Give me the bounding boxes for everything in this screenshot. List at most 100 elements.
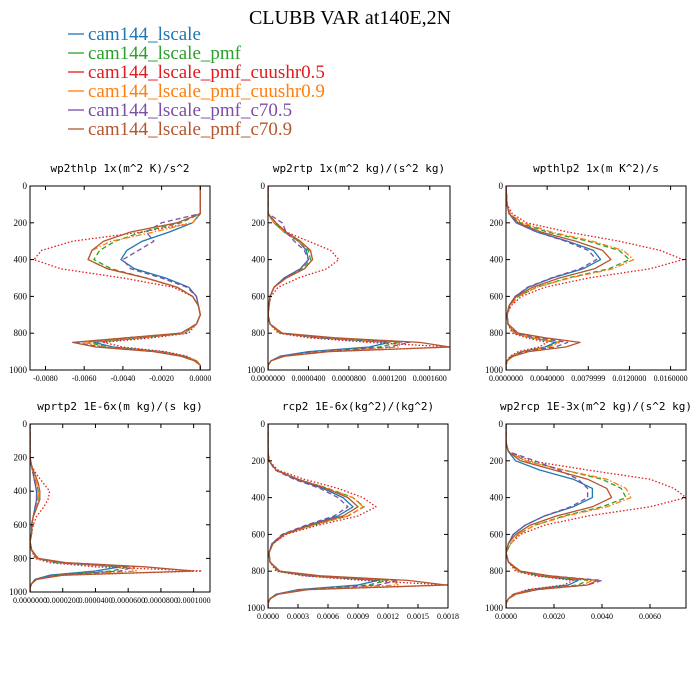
- xtick-label: 0.0040000: [530, 374, 564, 383]
- panel-title: wp2rcp 1E-3x(m^2 kg)/(s^2 kg): [500, 400, 692, 413]
- xtick-label: 0.0040: [591, 612, 613, 621]
- panel-title: wp2rtp 1x(m^2 kg)/(s^2 kg): [273, 162, 445, 175]
- xtick-label: 0.0015: [407, 612, 429, 621]
- ytick-label: 400: [252, 255, 266, 265]
- series-group: [506, 424, 686, 608]
- series-line-cam144_lscale_pmf_cuushr0.5: [33, 186, 201, 370]
- ytick-label: 1000: [9, 587, 28, 597]
- xtick-label: 0.0160000: [654, 374, 688, 383]
- series-line-cam144_lscale_pmf_c70.9: [506, 186, 612, 370]
- series-line-cam144_lscale_pmf_c70.9: [30, 424, 195, 592]
- ytick-label: 800: [490, 566, 504, 576]
- series-line-cam144_lscale_pmf_cuushr0.9: [506, 424, 632, 608]
- legend: cam144_lscalecam144_lscale_pmfcam144_lsc…: [68, 24, 325, 140]
- xtick-label: -0.0020: [149, 374, 174, 383]
- xtick-label: 0.0003: [287, 612, 309, 621]
- series-group: [33, 186, 201, 370]
- ytick-label: 800: [490, 328, 504, 338]
- xtick-label: 0.0000200: [46, 596, 80, 605]
- panel-6: wp2rcp 1E-3x(m^2 kg)/(s^2 kg) 0 200 400 600 8…: [485, 400, 692, 621]
- xtick-label: 0.0006: [317, 612, 339, 621]
- ytick-label: 1000: [485, 603, 504, 613]
- plot-frame: [505, 423, 687, 609]
- panel-4: wprtp2 1E-6x(m kg)/(s kg) 0 200 400 600 800 10…: [9, 400, 211, 605]
- series-group: [30, 424, 203, 592]
- panel-2: wp2rtp 1x(m^2 kg)/(s^2 kg) 0 200 400 600 800 1…: [247, 162, 451, 383]
- legend-label: cam144_lscale: [88, 24, 201, 45]
- ytick-label: 200: [14, 453, 28, 463]
- series-line-cam144_lscale_pmf_c70.9: [268, 424, 447, 608]
- ytick-label: 0: [23, 419, 28, 429]
- panel-1: wp2thlp 1x(m^2 K)/s^2 0 200 400 600 800 1000 -0…: [9, 162, 211, 383]
- legend-label: cam144_lscale_pmf_cuushr0.5: [88, 62, 325, 83]
- panel-title: wp2thlp 1x(m^2 K)/s^2: [50, 162, 189, 175]
- legend-label: cam144_lscale_pmf_cuushr0.9: [88, 81, 325, 102]
- ytick-label: 600: [14, 520, 28, 530]
- ytick-label: 400: [490, 255, 504, 265]
- panel-title: rcp2 1E-6x(kg^2)/(kg^2): [282, 400, 434, 413]
- xtick-label: 0.0000000: [251, 374, 285, 383]
- xtick-label: 0.0079999: [571, 374, 605, 383]
- legend-label: cam144_lscale_pmf_c70.5: [88, 100, 292, 121]
- xtick-label: 0.0000: [189, 374, 211, 383]
- ytick-label: 600: [490, 291, 504, 301]
- series-line-cam144_lscale_pmf_cuushr0.9: [506, 186, 635, 370]
- panel-3: wpthlp2 1x(m K^2)/s020040060080010000.00…: [485, 162, 688, 383]
- series-line-cam144_lscale: [506, 424, 594, 608]
- ytick-label: 1000: [9, 365, 28, 375]
- ytick-label: 800: [252, 566, 266, 576]
- xtick-label: 0.0018: [437, 612, 459, 621]
- ytick-label: 1000: [485, 365, 504, 375]
- xtick-label: 0.0001000: [177, 596, 211, 605]
- xtick-label: 0.0000000: [13, 596, 47, 605]
- ytick-label: 0: [23, 181, 28, 191]
- ytick-label: 1000: [247, 603, 266, 613]
- ytick-label: 200: [252, 218, 266, 228]
- ytick-label: 800: [252, 328, 266, 338]
- ytick-label: 200: [490, 218, 504, 228]
- ytick-label: 600: [252, 529, 266, 539]
- series-line-cam144_lscale_pmf_c70.5: [506, 186, 598, 370]
- xtick-label: 0.0012: [377, 612, 399, 621]
- legend-label: cam144_lscale_pmf_c70.9: [88, 119, 292, 140]
- ytick-label: 400: [252, 493, 266, 503]
- ytick-label: 600: [252, 291, 266, 301]
- series-line-cam144_lscale_pmf_c70.9: [506, 424, 613, 608]
- plot-frame: [505, 185, 687, 371]
- ytick-label: 800: [14, 328, 28, 338]
- ytick-label: 400: [14, 255, 28, 265]
- xtick-label: 0.0000000: [489, 374, 523, 383]
- xtick-label: 0.0001200: [372, 374, 406, 383]
- ytick-label: 0: [261, 419, 266, 429]
- series-line-cam144_lscale_pmf_cuushr0.5: [268, 424, 448, 608]
- xtick-label: 0.0060: [639, 612, 661, 621]
- panel-title: wprtp2 1E-6x(m kg)/(s kg): [37, 400, 203, 413]
- xtick-label: 0.0000600: [111, 596, 145, 605]
- legend-label: cam144_lscale_pmf: [88, 43, 242, 64]
- xtick-label: 0.0001600: [413, 374, 447, 383]
- series-line-cam144_lscale_pmf_cuushr0.5: [506, 424, 686, 608]
- xtick-label: 0.0000400: [78, 596, 112, 605]
- xtick-label: 0.0000800: [144, 596, 178, 605]
- panel-title: wpthlp2 1x(m K^2)/s: [533, 162, 659, 175]
- ytick-label: 400: [14, 486, 28, 496]
- xtick-label: 0.0120000: [612, 374, 646, 383]
- series-line-cam144_lscale_pmf_c70.9: [268, 186, 450, 370]
- xtick-label: 0.0009: [347, 612, 369, 621]
- series-group: [268, 186, 450, 370]
- series-group: [506, 186, 684, 370]
- ytick-label: 400: [490, 493, 504, 503]
- ytick-label: 200: [490, 456, 504, 466]
- ytick-label: 600: [14, 291, 28, 301]
- main-title: CLUBB VAR at140E,2N: [249, 7, 451, 29]
- xtick-label: -0.0060: [72, 374, 97, 383]
- xtick-label: 0.0000: [257, 612, 279, 621]
- series-line-cam144_lscale_pmf: [506, 424, 627, 608]
- series-line-cam144_lscale_pmf_cuushr0.9: [83, 186, 201, 370]
- xtick-label: 0.0000400: [291, 374, 325, 383]
- ytick-label: 600: [490, 529, 504, 539]
- xtick-label: -0.0080: [33, 374, 58, 383]
- panels: wp2thlp 1x(m^2 K)/s^2 0 200 400 600 800 1000 -0…: [9, 162, 692, 621]
- ytick-label: 0: [499, 419, 504, 429]
